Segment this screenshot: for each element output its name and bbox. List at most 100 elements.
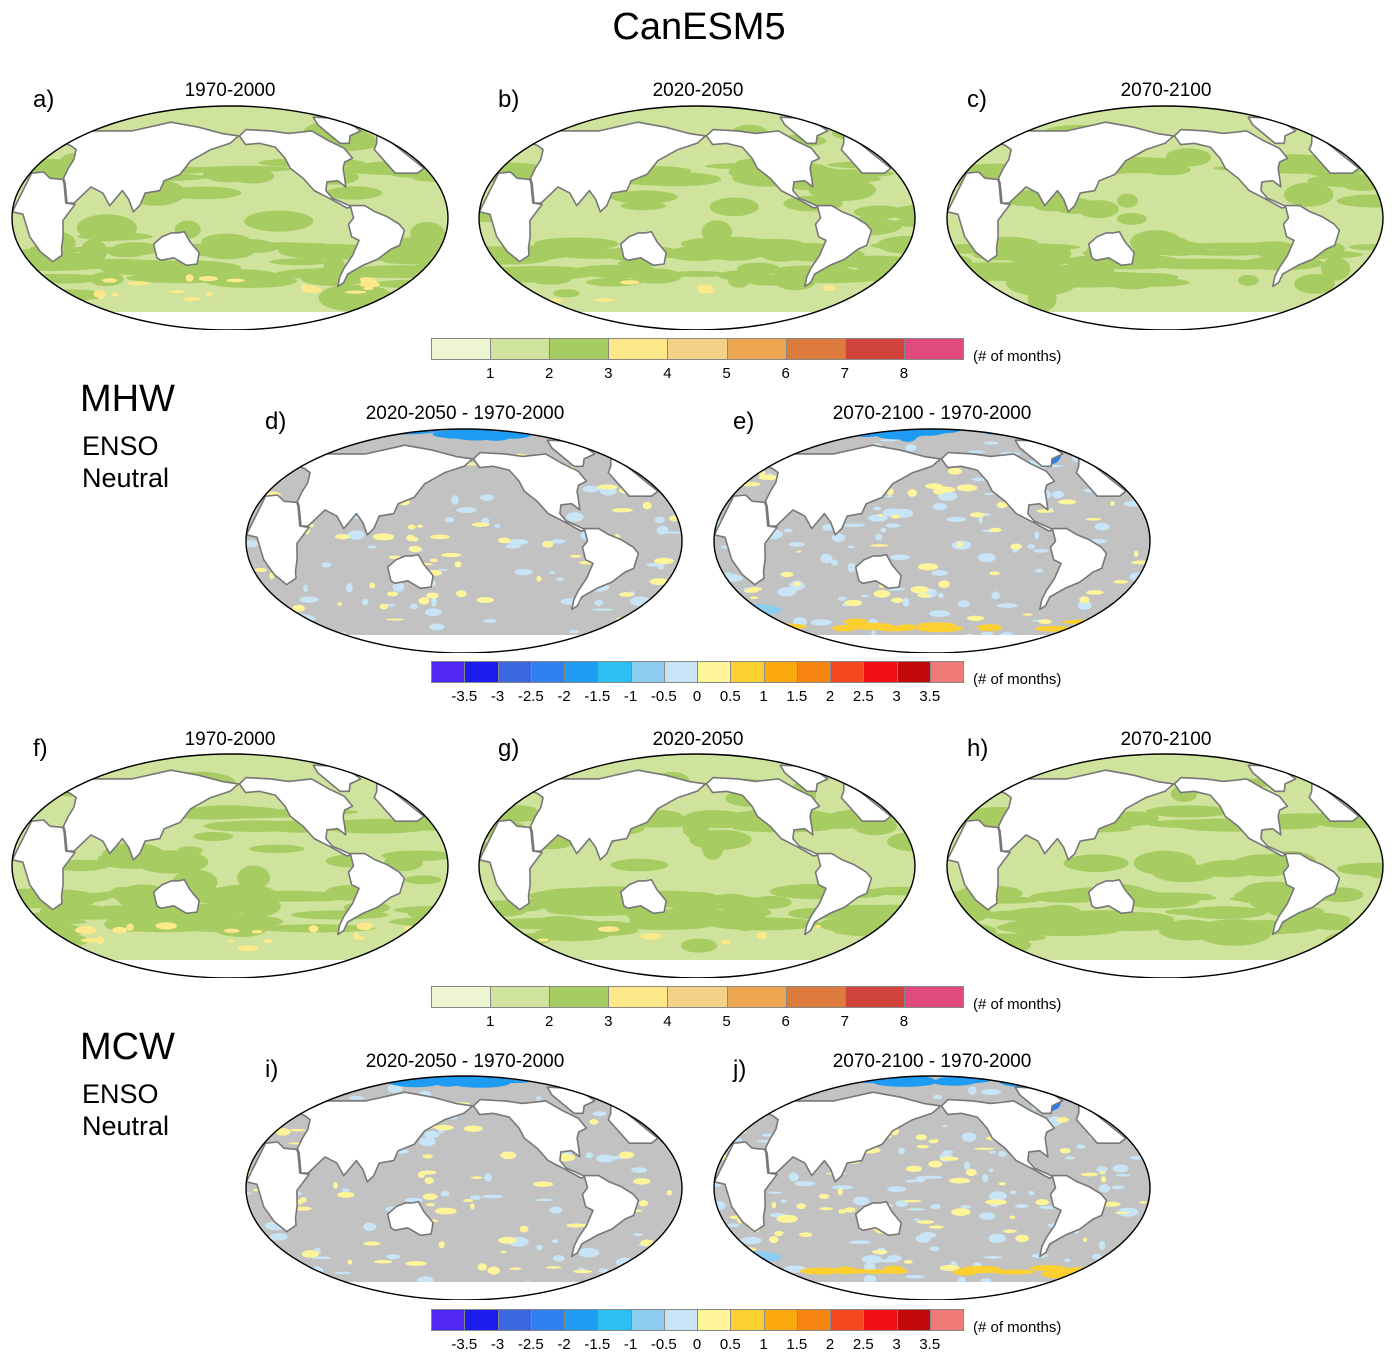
anomaly-positive [928,1225,944,1229]
anomaly-positive [337,602,343,607]
anomaly-negative [418,1136,436,1147]
anomaly-negative [754,1105,766,1110]
land-mass [764,1091,942,1183]
anomaly-southern-positive [834,1268,873,1274]
anomaly-negative [661,595,676,606]
anomaly-negative [552,1255,565,1262]
antarctica [714,635,1150,653]
ocean-band [1142,258,1261,270]
colorbar-swatch [530,1309,565,1331]
colorbar-swatch [431,1309,466,1331]
anomaly-negative [650,634,659,639]
colorbar-unit-label: (# of months) [973,671,1062,688]
ocean-patch [1336,194,1383,208]
ocean-patch-high [263,939,273,944]
anomaly-positive [902,1199,922,1203]
ocean-patch-high [227,939,235,943]
anomaly-negative [714,1280,729,1286]
anomaly-negative [726,1086,742,1095]
anomaly-negative [728,1108,747,1118]
anomaly-southern-positive [832,625,857,632]
anomaly-negative [929,1246,940,1252]
anomaly-negative [788,1172,799,1182]
anomaly-positive [611,508,633,513]
ocean-patch [947,283,976,310]
anomaly-negative [873,506,882,511]
anomaly-negative [363,1222,377,1232]
ocean-patch [610,858,669,872]
anomaly-negative [303,584,308,593]
land-mass [386,1200,434,1237]
ocean-patch [193,831,234,841]
anomaly-southern-ocean [722,1251,782,1263]
ocean-patch-high [96,936,105,945]
colorbar-swatch [863,661,898,683]
anomaly-positive [838,1209,846,1214]
ocean-patch [249,844,305,853]
anomaly-negative [831,1185,854,1190]
ocean-patch-high [223,928,240,933]
colorbar-swatch [697,661,732,683]
ocean-patch [177,846,203,856]
anomaly-positive [470,1203,475,1210]
ocean-patch [1063,264,1090,286]
ocean-patch [1005,268,1077,297]
anomaly-negative [387,1084,403,1093]
ocean-patch-high [185,298,196,302]
ocean-band [667,246,728,262]
colorbar-tick-label: 1.5 [786,688,808,705]
land-mass [1039,1174,1108,1258]
panel-b-label: b) [498,86,520,113]
anomaly-negative [871,630,876,636]
anomaly-positive [426,592,439,599]
map-field [479,106,915,330]
ocean-band [203,820,308,832]
ocean-patch-high [237,945,259,952]
land-mass [705,128,821,209]
ocean-patch [1116,213,1147,225]
colorbar-abs-1: 1 2 3 4 5 6 7 8 (# of months) [431,338,1081,388]
anomaly-negative [271,1263,289,1267]
panel-d-map [245,428,683,653]
anomaly-negative [852,1196,870,1206]
anomaly-southern-positive [1029,1265,1067,1272]
ocean-patch-high [75,926,97,935]
map-field [12,754,448,978]
anomaly-negative [269,1233,288,1241]
anomaly-negative [594,599,604,606]
anomaly-negative [946,516,967,523]
anomaly-negative [767,438,785,444]
colorbar-tick-label: 3 [892,688,901,705]
colorbar-tick-label: 3.5 [919,1336,941,1353]
anomaly-positive [519,1225,529,1233]
anomaly-arctic [345,1078,369,1087]
anomaly-positive [1101,1176,1107,1183]
anomaly-positive [1133,550,1139,558]
ocean-patch [404,875,442,885]
colorbar-swatch [785,986,846,1008]
land-mass [571,527,640,611]
panel-i-title: 2020-2050 - 1970-2000 [365,1051,565,1072]
anomaly-negative [299,596,319,603]
colorbar-swatch [630,1309,665,1331]
land-mass [152,230,200,267]
ocean-patch-high [721,940,731,945]
anomaly-positive [989,527,1002,533]
anomaly-positive [1036,509,1055,513]
ocean-band [1257,813,1347,825]
anomaly-negative [957,600,970,608]
anomaly-positive [500,1151,517,1160]
anomaly-positive [422,1193,438,1200]
ocean-patch-high [352,932,360,940]
colorbar-tick-label: 8 [899,1013,909,1030]
land-mass [62,121,240,213]
ocean-band [1100,912,1175,928]
anomaly-positive [915,1134,927,1141]
colorbar-tick-label: -0.5 [650,688,677,705]
anomaly-negative [469,1195,482,1200]
colorbar-swatch [929,661,964,683]
colorbar-tick-label: 1.5 [786,1336,808,1353]
anomaly-positive [619,592,634,597]
land-mass [238,776,354,857]
anomaly-positive [1131,560,1150,565]
